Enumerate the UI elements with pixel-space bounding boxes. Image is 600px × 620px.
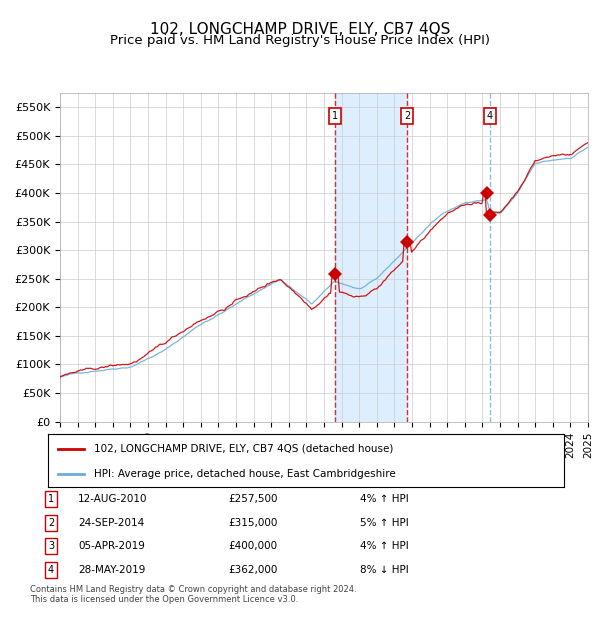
Text: 4: 4 <box>487 111 493 121</box>
Text: 24-SEP-2014: 24-SEP-2014 <box>78 518 144 528</box>
Text: 1: 1 <box>48 494 54 504</box>
Text: HPI: Average price, detached house, East Cambridgeshire: HPI: Average price, detached house, East… <box>94 469 396 479</box>
Bar <box>335 93 407 422</box>
Text: 05-APR-2019: 05-APR-2019 <box>78 541 145 551</box>
Text: £400,000: £400,000 <box>228 541 277 551</box>
Text: 2: 2 <box>404 111 410 121</box>
Text: Contains HM Land Registry data © Crown copyright and database right 2024.
This d: Contains HM Land Registry data © Crown c… <box>30 585 356 604</box>
Text: 4% ↑ HPI: 4% ↑ HPI <box>360 541 409 551</box>
Text: 5% ↑ HPI: 5% ↑ HPI <box>360 518 409 528</box>
Text: 102, LONGCHAMP DRIVE, ELY, CB7 4QS: 102, LONGCHAMP DRIVE, ELY, CB7 4QS <box>150 22 450 37</box>
Text: £362,000: £362,000 <box>228 565 277 575</box>
Text: Price paid vs. HM Land Registry's House Price Index (HPI): Price paid vs. HM Land Registry's House … <box>110 34 490 47</box>
Text: 8% ↓ HPI: 8% ↓ HPI <box>360 565 409 575</box>
Text: £315,000: £315,000 <box>228 518 277 528</box>
Text: 28-MAY-2019: 28-MAY-2019 <box>78 565 145 575</box>
Text: 1: 1 <box>331 111 338 121</box>
Text: 102, LONGCHAMP DRIVE, ELY, CB7 4QS (detached house): 102, LONGCHAMP DRIVE, ELY, CB7 4QS (deta… <box>94 444 394 454</box>
Text: 4% ↑ HPI: 4% ↑ HPI <box>360 494 409 504</box>
Text: 4: 4 <box>48 565 54 575</box>
Text: 2: 2 <box>48 518 54 528</box>
Text: 3: 3 <box>48 541 54 551</box>
Text: £257,500: £257,500 <box>228 494 277 504</box>
Text: 12-AUG-2010: 12-AUG-2010 <box>78 494 148 504</box>
